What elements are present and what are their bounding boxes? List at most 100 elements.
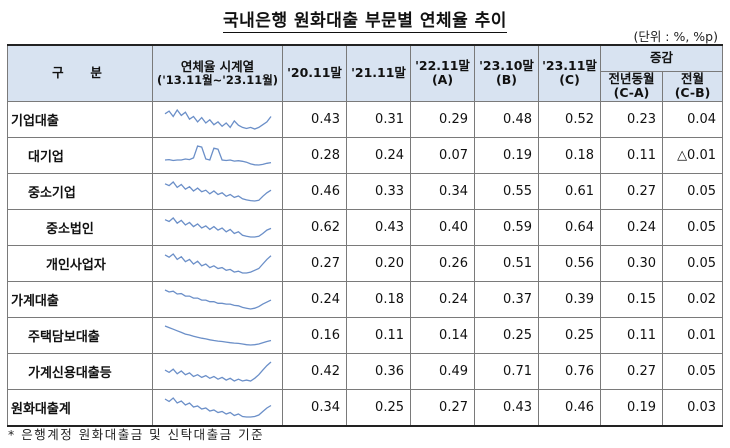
cell-value: 0.62 (282, 208, 347, 246)
header-spark-line1: 연체율 시계열 (180, 58, 255, 74)
header-col-5-line2: (C) (559, 72, 580, 88)
row-label-text: 가계신용대출등 (28, 365, 112, 381)
cell-value: 0.43 (474, 388, 539, 427)
sparkline-series (164, 181, 271, 202)
sparkline-series (164, 325, 271, 346)
sparkline-chart (164, 289, 271, 310)
header-col-4: '23.10말 (B) (474, 44, 539, 102)
sparkline-chart (164, 145, 271, 166)
sparkline-series (164, 361, 271, 382)
header-col-2: '21.11말 (346, 44, 411, 102)
row-sparkline (152, 136, 283, 174)
header-change-group: 증감 (599, 44, 724, 72)
cell-value: 0.51 (474, 244, 539, 282)
sparkline-series (164, 397, 271, 418)
cell-value: 0.55 (474, 172, 539, 210)
sparkline-chart (164, 109, 272, 130)
row-sparkline (152, 244, 283, 282)
table-row: 가계대출 0.24 0.18 0.24 0.37 0.39 0.15 0.02 (7, 280, 724, 318)
header-col-3: '22.11말 (A) (410, 44, 475, 102)
header-col-5-line1: '23.11말 (542, 58, 597, 73)
row-label: 가계대출 (7, 280, 153, 318)
row-label: 중소기업 (7, 172, 153, 210)
header-change-mom-line2: (C-B) (674, 85, 711, 101)
header-change-yoy-line1: 전년동월 (608, 71, 655, 86)
row-label-text: 중소법인 (46, 221, 94, 237)
sparkline-chart (164, 181, 271, 202)
cell-value: 0.23 (600, 100, 663, 138)
cell-value: 0.40 (410, 208, 475, 246)
table-row: 원화대출계 0.34 0.25 0.27 0.43 0.46 0.19 0.03 (7, 388, 724, 427)
cell-value: 0.46 (538, 388, 601, 427)
cell-value: 0.18 (346, 280, 411, 318)
sparkline-chart (164, 253, 271, 274)
cell-value: 0.02 (661, 280, 724, 318)
header-category-text: 구 분 (52, 65, 108, 81)
cell-value: 0.18 (538, 136, 601, 174)
sparkline-series (164, 289, 271, 310)
sparkline-chart (164, 325, 271, 346)
cell-value: 0.33 (346, 172, 411, 210)
row-sparkline (152, 316, 283, 354)
row-sparkline (152, 100, 283, 138)
row-label: 기업대출 (7, 100, 153, 138)
cell-value: 0.34 (410, 172, 475, 210)
table-row: 주택담보대출 0.16 0.11 0.14 0.25 0.25 0.11 0.01 (7, 316, 724, 354)
header-col-4-line2: (B) (496, 72, 517, 88)
cell-value: 0.34 (282, 388, 347, 427)
page-title-text: 국내은행 원화대출 부문별 연체율 추이 (223, 11, 507, 33)
cell-value: 0.07 (410, 136, 475, 174)
cell-value: 0.19 (474, 136, 539, 174)
cell-value: 0.04 (661, 100, 724, 138)
cell-value: 0.59 (474, 208, 539, 246)
header-change-mom: 전월 (C-B) (661, 71, 724, 102)
row-label: 대기업 (7, 136, 153, 174)
header-col-5: '23.11말 (C) (538, 44, 601, 102)
row-sparkline (152, 352, 283, 390)
row-sparkline (152, 388, 283, 427)
cell-value: 0.48 (474, 100, 539, 138)
table-row: 기업대출 0.43 0.31 0.29 0.48 0.52 0.23 0.04 (7, 100, 724, 138)
table-body: 기업대출 0.43 0.31 0.29 0.48 0.52 0.23 0.04 대기업 0.28 0… (7, 100, 724, 427)
cell-value: 0.03 (661, 388, 724, 427)
table-row: 중소기업 0.46 0.33 0.34 0.55 0.61 0.27 0.05 (7, 172, 724, 210)
row-label-text: 가계대출 (11, 293, 59, 309)
cell-value: 0.64 (538, 208, 601, 246)
header-col-1: '20.11말 (282, 44, 347, 102)
cell-value: 0.46 (282, 172, 347, 210)
cell-value: 0.43 (346, 208, 411, 246)
cell-value: 0.42 (282, 352, 347, 390)
cell-value: 0.76 (538, 352, 601, 390)
cell-value: 0.14 (410, 316, 475, 354)
cell-value: 0.56 (538, 244, 601, 282)
header-spark-line2: ('13.11월~'23.11월) (156, 72, 279, 87)
cell-value: 0.37 (474, 280, 539, 318)
row-label: 주택담보대출 (7, 316, 153, 354)
cell-value: 0.24 (346, 136, 411, 174)
row-sparkline (152, 280, 283, 318)
delinquency-table: 구 분 연체율 시계열 ('13.11월~'23.11월) '20.11말 '2… (7, 44, 724, 427)
cell-value: 0.11 (346, 316, 411, 354)
row-label: 중소법인 (7, 208, 153, 246)
header-col-3-line2: (A) (431, 72, 454, 88)
cell-value: 0.24 (410, 280, 475, 318)
header-col-4-line1: '23.10말 (479, 58, 534, 73)
row-label-text: 대기업 (28, 149, 64, 165)
sparkline-series (164, 145, 271, 166)
table-row: 중소법인 0.62 0.43 0.40 0.59 0.64 0.24 0.05 (7, 208, 724, 246)
row-label-text: 중소기업 (28, 185, 76, 201)
header-spark: 연체율 시계열 ('13.11월~'23.11월) (152, 44, 283, 102)
cell-value: 0.25 (538, 316, 601, 354)
row-label-text: 주택담보대출 (28, 329, 100, 345)
cell-value: 0.11 (600, 136, 663, 174)
footnote: * 은행계정 원화대출금 및 신탁대출금 기준 (8, 427, 265, 442)
cell-value: 0.49 (410, 352, 475, 390)
row-label: 가계신용대출등 (7, 352, 153, 390)
unit-note: (단위 : %, %p) (633, 29, 718, 44)
cell-value: 0.39 (538, 280, 601, 318)
cell-value: 0.52 (538, 100, 601, 138)
sparkline-series (164, 109, 272, 130)
sparkline-chart (164, 397, 271, 418)
cell-value: 0.01 (661, 316, 724, 354)
table-row: 가계신용대출등 0.42 0.36 0.49 0.71 0.76 0.27 0.05 (7, 352, 724, 390)
